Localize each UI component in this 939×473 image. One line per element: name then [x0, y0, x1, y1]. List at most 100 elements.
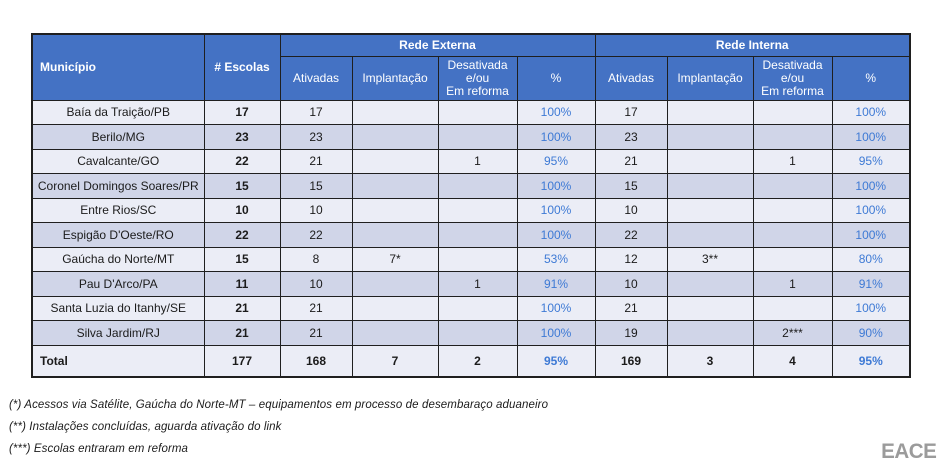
cell-int-implantacao [666, 148, 754, 174]
cell-int-ativadas: 10 [594, 271, 668, 297]
total-label: Total [31, 344, 205, 378]
cell-escolas: 22 [203, 222, 281, 248]
cell-ext-implantacao [351, 124, 439, 150]
group-header-rede-externa: Rede Externa [279, 33, 596, 57]
table-row: Coronel Domingos Soares/PR 15 15 100% 15… [31, 173, 911, 199]
cell-int-implantacao [666, 271, 754, 297]
cell-int-desativada [752, 222, 833, 248]
cell-int-desativada: 2*** [752, 320, 833, 346]
cell-int-percent: 100% [831, 197, 911, 223]
cell-ext-percent: 91% [516, 271, 596, 297]
cell-ext-ativadas: 21 [279, 295, 353, 321]
total-ext-ativadas: 168 [279, 344, 353, 378]
cell-ext-implantacao [351, 197, 439, 223]
cell-ext-ativadas: 17 [279, 99, 353, 125]
cell-int-desativada [752, 246, 833, 272]
cell-escolas: 15 [203, 173, 281, 199]
cell-municipio: Berilo/MG [31, 124, 205, 150]
cell-int-desativada [752, 124, 833, 150]
cell-int-desativada [752, 173, 833, 199]
table-row: Cavalcante/GO 22 21 1 95% 21 1 95% [31, 148, 911, 174]
cell-int-percent: 100% [831, 99, 911, 125]
cell-int-implantacao [666, 222, 754, 248]
cell-ext-ativadas: 21 [279, 320, 353, 346]
col-header-ext-percent: % [516, 55, 596, 101]
cell-int-ativadas: 21 [594, 295, 668, 321]
cell-ext-ativadas: 8 [279, 246, 353, 272]
cell-int-desativada [752, 197, 833, 223]
cell-ext-percent: 100% [516, 124, 596, 150]
cell-int-implantacao [666, 197, 754, 223]
cell-ext-percent: 95% [516, 148, 596, 174]
col-header-int-implantacao: Implantação [666, 55, 754, 101]
col-header-ext-ativadas: Ativadas [279, 55, 353, 101]
group-header-rede-interna: Rede Interna [594, 33, 911, 57]
cell-int-ativadas: 21 [594, 148, 668, 174]
table-row: Silva Jardim/RJ 21 21 100% 19 2*** 90% [31, 320, 911, 346]
cell-ext-desativada [437, 295, 518, 321]
cell-int-ativadas: 15 [594, 173, 668, 199]
cell-ext-percent: 100% [516, 99, 596, 125]
cell-int-percent: 90% [831, 320, 911, 346]
cell-escolas: 23 [203, 124, 281, 150]
cell-ext-implantacao [351, 148, 439, 174]
total-ext-percent: 95% [516, 344, 596, 378]
school-network-table: Município # Escolas Rede Externa Rede In… [31, 33, 912, 378]
col-header-int-ativadas: Ativadas [594, 55, 668, 101]
cell-ext-implantacao [351, 99, 439, 125]
cell-municipio: Pau D'Arco/PA [31, 271, 205, 297]
cell-int-desativada: 1 [752, 271, 833, 297]
col-header-ext-desativada: Desativada e/ou Em reforma [437, 55, 518, 101]
footnotes: (*) Acessos via Satélite, Gaúcha do Nort… [9, 399, 548, 465]
table-header: Município # Escolas Rede Externa Rede In… [31, 33, 911, 101]
cell-municipio: Coronel Domingos Soares/PR [31, 173, 205, 199]
cell-ext-desativada [437, 246, 518, 272]
table-row: Gaúcha do Norte/MT 15 8 7* 53% 12 3** 80… [31, 246, 911, 272]
cell-municipio: Gaúcha do Norte/MT [31, 246, 205, 272]
footnote-link-activation: (**) Instalações concluídas, aguarda ati… [9, 421, 282, 433]
cell-ext-implantacao [351, 320, 439, 346]
footnote-reform: (***) Escolas entraram em reforma [9, 443, 189, 455]
cell-ext-ativadas: 15 [279, 173, 353, 199]
cell-ext-percent: 100% [516, 295, 596, 321]
cell-int-desativada: 1 [752, 148, 833, 174]
cell-escolas: 15 [203, 246, 281, 272]
cell-ext-implantacao [351, 222, 439, 248]
cell-ext-desativada [437, 99, 518, 125]
cell-int-ativadas: 23 [594, 124, 668, 150]
total-int-ativadas: 169 [594, 344, 668, 378]
cell-int-ativadas: 22 [594, 222, 668, 248]
cell-int-implantacao [666, 99, 754, 125]
cell-int-ativadas: 19 [594, 320, 668, 346]
cell-int-percent: 100% [831, 173, 911, 199]
cell-ext-implantacao [351, 295, 439, 321]
cell-int-percent: 100% [831, 222, 911, 248]
cell-int-ativadas: 12 [594, 246, 668, 272]
col-header-escolas: # Escolas [203, 33, 281, 101]
cell-int-implantacao [666, 295, 754, 321]
cell-int-percent: 80% [831, 246, 911, 272]
cell-ext-percent: 100% [516, 320, 596, 346]
total-int-desativada: 4 [752, 344, 833, 378]
table-row: Berilo/MG 23 23 100% 23 100% [31, 124, 911, 150]
cell-municipio: Baía da Traição/PB [31, 99, 205, 125]
total-ext-implantacao: 7 [351, 344, 439, 378]
cell-int-desativada [752, 295, 833, 321]
total-int-implantacao: 3 [666, 344, 754, 378]
col-header-int-desativada: Desativada e/ou Em reforma [752, 55, 833, 101]
cell-escolas: 22 [203, 148, 281, 174]
cell-escolas: 10 [203, 197, 281, 223]
cell-int-percent: 100% [831, 124, 911, 150]
cell-ext-percent: 100% [516, 222, 596, 248]
cell-escolas: 21 [203, 320, 281, 346]
cell-int-desativada [752, 99, 833, 125]
col-header-municipio: Município [31, 33, 205, 101]
cell-escolas: 17 [203, 99, 281, 125]
cell-ext-ativadas: 21 [279, 148, 353, 174]
cell-int-percent: 95% [831, 148, 911, 174]
cell-ext-desativada [437, 222, 518, 248]
total-ext-desativada: 2 [437, 344, 518, 378]
cell-int-implantacao [666, 173, 754, 199]
cell-ext-percent: 100% [516, 197, 596, 223]
cell-municipio: Entre Rios/SC [31, 197, 205, 223]
